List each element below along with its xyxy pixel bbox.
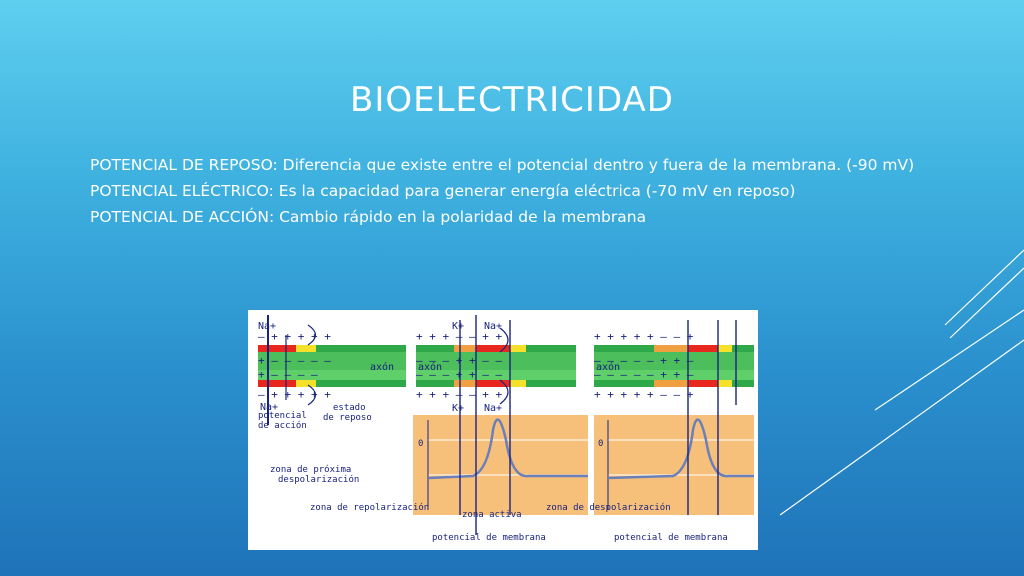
potencial-membrana-label-1: potencial de membrana bbox=[432, 533, 546, 543]
bullet-potencial-accion: POTENCIAL DE ACCIÓN: Cambio rápido en la… bbox=[90, 208, 647, 226]
zona-despolarizacion-label: zona de despolarización bbox=[546, 502, 671, 513]
charge-row-1: – + + + + + bbox=[258, 330, 331, 343]
k-label-top: K+ bbox=[452, 321, 464, 332]
axon-diagram: Na+ Na+ axón – + + + + + + – – – – – + –… bbox=[248, 310, 758, 550]
estado-reposo-label: estado de reposo bbox=[323, 403, 372, 423]
charge-row-6: – – – + + – – bbox=[416, 354, 502, 367]
charge-row-3: + – – – – bbox=[258, 368, 318, 381]
charge-row-10: – – – – – + + – bbox=[594, 354, 694, 367]
charge-row-7: – – – + + – – bbox=[416, 368, 502, 381]
zona-activa-label: zona activa bbox=[462, 510, 522, 520]
zero-label-1: 0 bbox=[418, 439, 423, 449]
charge-row-9: + + + + + – – + bbox=[594, 330, 694, 343]
zero-label-2: 0 bbox=[598, 439, 603, 449]
charge-row-8: + + + – – + + bbox=[416, 388, 502, 401]
na-label-bottom: Na+ bbox=[260, 402, 278, 413]
na-label-top-2: Na+ bbox=[484, 321, 502, 332]
axon-label-1: axón bbox=[370, 361, 394, 373]
charge-row-4: – + + + + + bbox=[258, 388, 331, 401]
na-label-top: Na+ bbox=[258, 321, 276, 332]
charge-row-5: + + + – – + + bbox=[416, 330, 502, 343]
slide-title: BIOELECTRICIDAD bbox=[350, 80, 674, 120]
charge-row-11: – – – – – + + – bbox=[594, 368, 694, 381]
axon-panel-2 bbox=[413, 315, 588, 535]
charge-row-12: + + + + + – – + bbox=[594, 388, 694, 401]
zona-proxima-label: zona de próxima despolarización bbox=[270, 464, 359, 485]
bullet-list: POTENCIAL DE REPOSO: Diferencia que exis… bbox=[90, 152, 990, 230]
k-label-bottom: K+ bbox=[452, 403, 464, 414]
axon-label-2: axón bbox=[418, 361, 442, 373]
axon-panel-1 bbox=[258, 315, 406, 425]
na-label-bottom-2: Na+ bbox=[484, 403, 502, 414]
bullet-potencial-electrico: POTENCIAL ELÉCTRICO: Es la capacidad par… bbox=[90, 182, 796, 200]
potencial-membrana-label-2: potencial de membrana bbox=[614, 533, 728, 543]
charge-row-2: + – – – – – bbox=[258, 354, 331, 367]
decorative-lines bbox=[779, 249, 1024, 516]
axon-label-3: axón bbox=[596, 361, 620, 373]
potencial-accion-label: potencial de acción bbox=[258, 411, 307, 431]
bullet-potencial-reposo: POTENCIAL DE REPOSO: Diferencia que exis… bbox=[90, 156, 915, 174]
axon-diagram-svg: Na+ Na+ axón – + + + + + + – – – – – + –… bbox=[258, 315, 754, 543]
axon-panel-3 bbox=[594, 320, 754, 515]
zona-repolarizacion-label: zona de repolarización bbox=[310, 502, 429, 513]
